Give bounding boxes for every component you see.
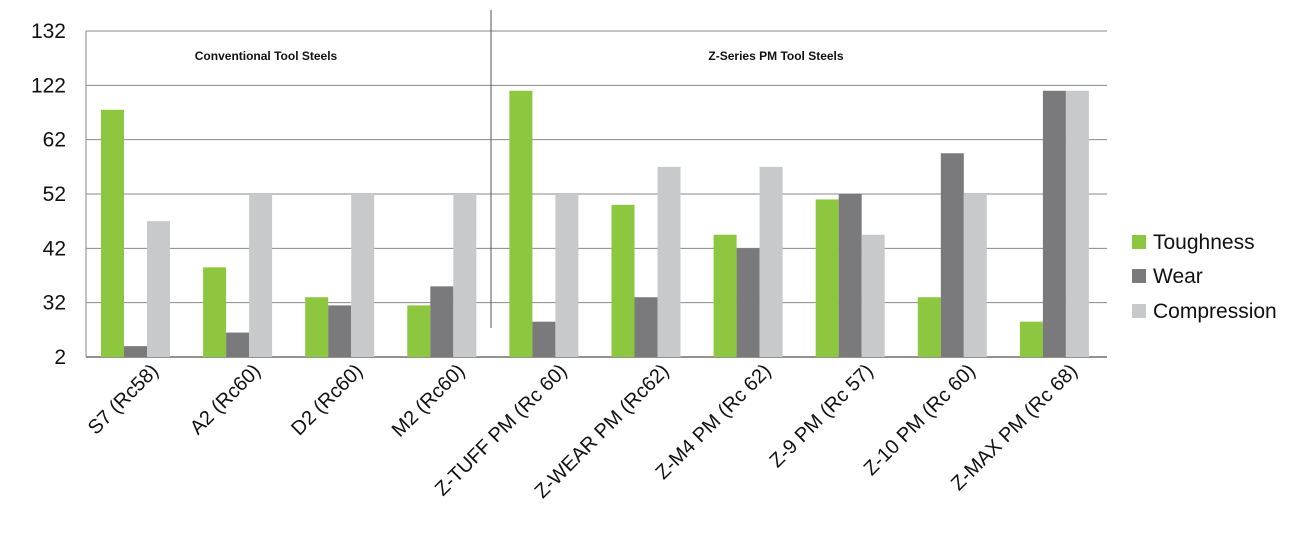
bar-wear (532, 321, 556, 357)
bar-toughness (101, 109, 124, 358)
x-tick-label: Z-9 PM (Rc 57) (766, 360, 878, 472)
bar-wear (736, 248, 760, 357)
bar-toughness (611, 204, 635, 357)
bar-compression (759, 166, 783, 357)
legend-swatch-wear (1132, 269, 1146, 283)
bar-wear (1042, 90, 1066, 358)
y-tick-label: 52 (43, 183, 66, 206)
bar-compression (657, 166, 681, 357)
group-annotation: Z-Series PM Tool Steels (708, 49, 843, 63)
bar-wear (226, 332, 250, 357)
bar-toughness (407, 305, 431, 357)
y-tick-label: 42 (43, 237, 66, 260)
y-tick-label: 32 (43, 292, 66, 315)
bar-toughness (1019, 321, 1043, 357)
bar-wear (634, 297, 658, 357)
bar-toughness (713, 234, 737, 357)
x-tick-label: A2 (Rc60) (186, 360, 265, 439)
bar-wear (124, 346, 147, 357)
bar-compression (1065, 90, 1089, 358)
bar-toughness (917, 297, 941, 357)
y-tick-label: 122 (31, 74, 66, 97)
bar-compression (453, 194, 477, 357)
bar-wear (940, 153, 964, 357)
bar-toughness (509, 90, 533, 358)
x-tick-label: D2 (Rc60) (287, 360, 367, 440)
bar-compression (351, 194, 375, 357)
bar-compression (861, 234, 885, 357)
bar-compression (147, 221, 170, 357)
bar-compression (555, 194, 579, 357)
legend-label: Wear (1153, 265, 1203, 288)
y-tick-label: 132 (31, 20, 66, 43)
bar-toughness (815, 199, 839, 357)
y-tick-label: 2 (54, 346, 66, 369)
bar-compression (249, 194, 273, 357)
bar-wear (838, 194, 862, 357)
y-tick-label: 62 (43, 129, 66, 152)
group-annotation: Conventional Tool Steels (195, 49, 338, 63)
legend-label: Toughness (1153, 231, 1255, 254)
legend-swatch-compression (1132, 304, 1146, 318)
bar-toughness (203, 267, 227, 357)
bar-toughness (305, 297, 329, 357)
bar-compression (963, 194, 987, 357)
x-tick-label: Z-10 PM (Rc 60) (860, 360, 980, 480)
x-tick-label: S7 (Rc58) (84, 360, 163, 439)
bar-wear (430, 286, 454, 357)
bar-wear (328, 305, 352, 357)
legend-swatch-toughness (1132, 235, 1146, 249)
legend-label: Compression (1153, 300, 1277, 323)
x-tick-label: M2 (Rc60) (388, 360, 470, 442)
